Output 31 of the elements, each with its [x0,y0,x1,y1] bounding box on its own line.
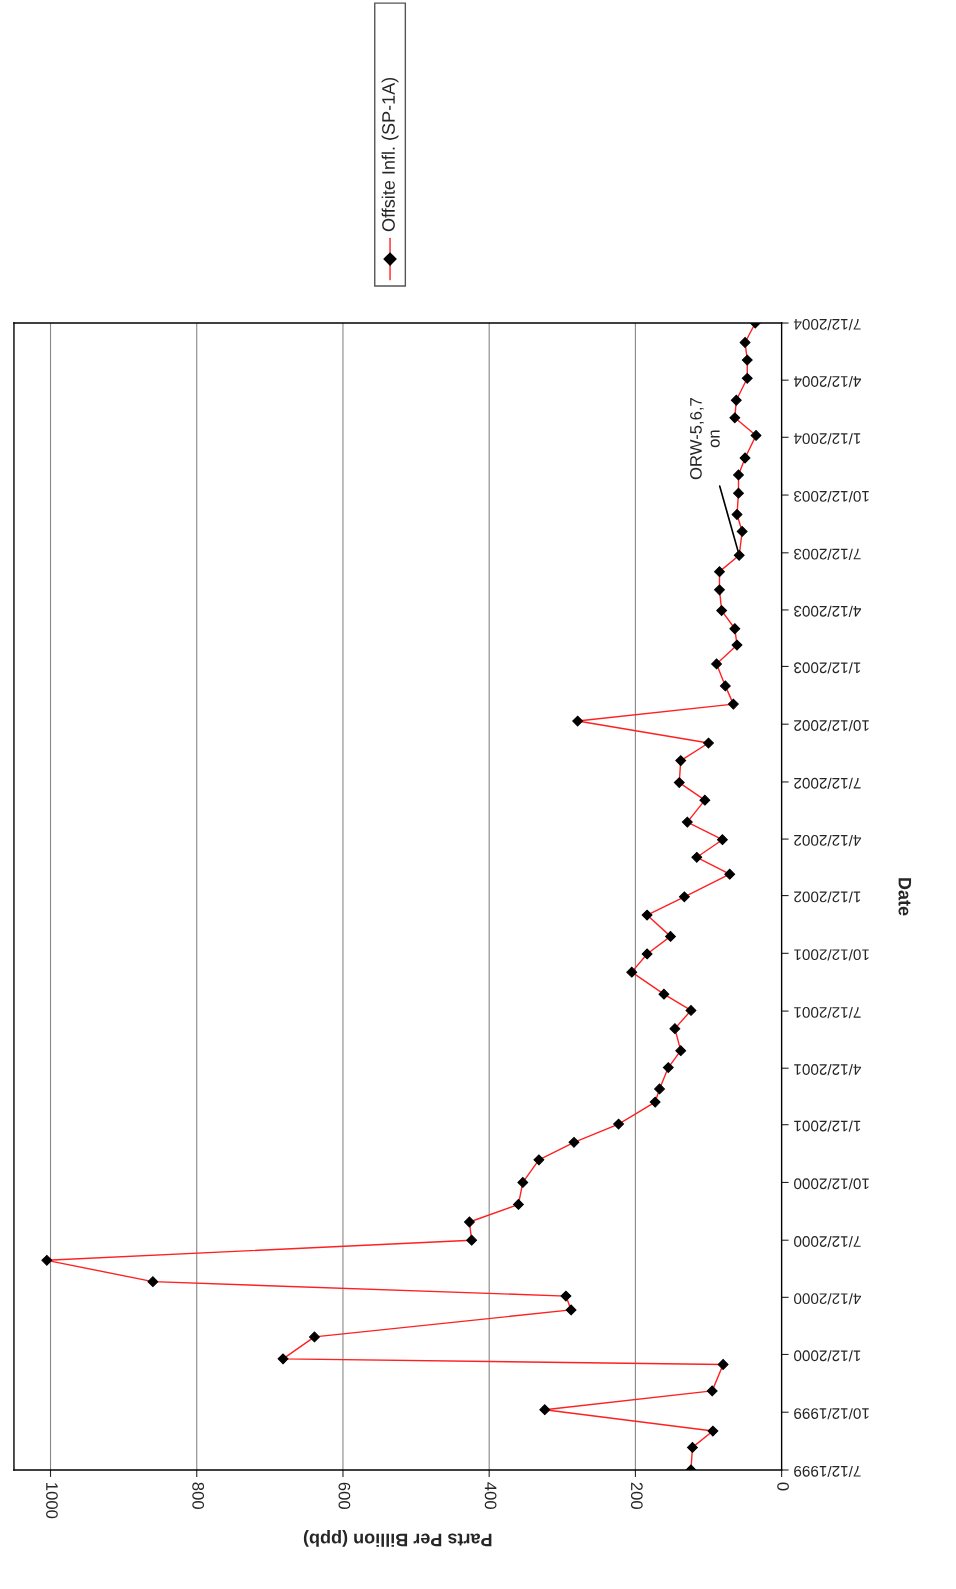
y-tick-label: 7/12/1999 [794,1465,861,1478]
y-tick-label: 4/12/2004 [793,376,862,388]
y-tick-label: 4/12/2001 [794,1064,862,1076]
y-tick-label: 7/12/2004 [793,318,861,331]
y-tick-label: 1/12/2004 [793,433,861,445]
y-tick-label: 1/12/2003 [794,662,861,674]
y-tick-label: 4/12/2000 [794,1293,862,1305]
y-tick-label: 10/12/2003 [794,490,869,503]
y-tick-label: 4/12/2003 [794,605,862,618]
y-tick-label: 1/12/2001 [794,1120,861,1132]
y-tick-label: 1/12/2002 [794,891,861,903]
y-axis-title: Date [898,878,912,916]
y-tick-label: 7/12/2000 [794,1236,861,1248]
x-tick-label: 600 [338,1482,351,1509]
x-tick-label: 800 [192,1482,205,1509]
x-tick-label: 200 [630,1482,643,1509]
y-tick-label: 10/12/2000 [794,1178,869,1190]
y-tick-label: 10/12/2002 [794,720,869,732]
y-tick-label: 7/12/2001 [794,1006,861,1019]
y-tick-label: 4/12/2002 [794,834,862,847]
x-tick-label: 1000 [46,1483,58,1519]
y-tick-label: 7/12/2003 [794,548,861,560]
y-tick-label: 10/12/2001 [794,949,869,961]
y-tick-label: 1/12/2000 [794,1350,861,1362]
annotation: ORW-5,6,7 on [690,398,720,480]
text: Offsite Infl. (SP-1A) [381,77,399,232]
x-axis-title: Parts Per Billion (ppb) [303,1529,492,1547]
y-tick-label: 10/12/1999 [794,1408,869,1420]
x-tick-label: 400 [484,1482,497,1509]
y-tick-label: 7/12/2002 [794,777,861,790]
x-tick-label: 0 [777,1482,789,1491]
